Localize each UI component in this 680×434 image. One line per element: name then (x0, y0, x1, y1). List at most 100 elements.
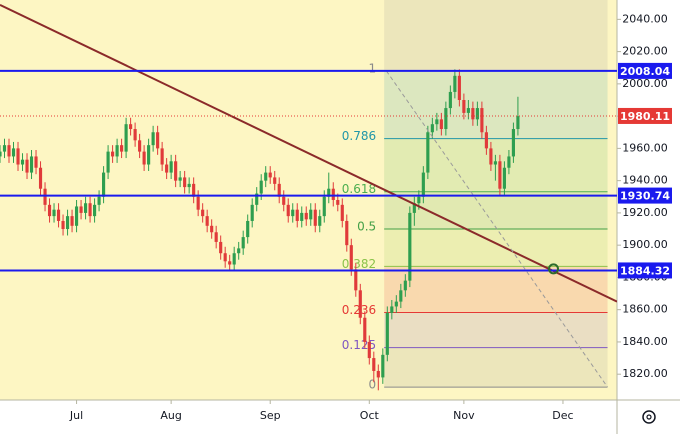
candle-body (417, 196, 421, 204)
candle-body (277, 183, 281, 197)
last-price-tag-bg (618, 107, 672, 124)
candle-body (349, 245, 353, 270)
fib-band (384, 347, 608, 388)
candle-body (300, 212, 304, 221)
candle-body (65, 216, 70, 230)
fib-band (384, 191, 608, 230)
candle-body (79, 206, 83, 213)
candle-body (16, 148, 20, 165)
candle-body (106, 151, 110, 173)
y-tick-label: 2040.00 (622, 12, 668, 25)
candle-body (403, 280, 407, 291)
plot-background (0, 0, 617, 400)
candle-body (111, 151, 115, 157)
candle-body (210, 225, 214, 233)
candle-body (187, 183, 191, 188)
candle-body (196, 196, 200, 210)
projection-line (386, 70, 608, 388)
candle-body (223, 253, 227, 262)
candle-body (228, 261, 232, 265)
candle-body (367, 341, 371, 359)
candle-body (286, 204, 290, 217)
candle-body (268, 172, 272, 178)
candle-body (74, 206, 79, 226)
y-tick-label: 1820.00 (622, 367, 668, 380)
y-tick-label: 1840.00 (622, 335, 668, 348)
candle-body (205, 216, 209, 226)
candle-body (475, 108, 479, 120)
candle-body (20, 159, 25, 165)
fib-band (384, 229, 608, 267)
last-price-tag: 1980.11 (620, 110, 670, 123)
candle-body (11, 148, 16, 157)
candle-body (408, 212, 412, 281)
gear-icon-center[interactable] (646, 414, 652, 420)
candle-body (34, 156, 38, 168)
candle-body (2, 145, 7, 152)
candle-body (138, 140, 142, 152)
candle-body (484, 132, 488, 149)
candle-body (309, 209, 313, 220)
candle-body (489, 148, 493, 165)
candle-body (160, 148, 164, 165)
y-tick-label: 1920.00 (622, 206, 668, 219)
candle-body (47, 204, 52, 217)
candle-body (412, 203, 416, 213)
fib-upper-zone (384, 0, 608, 71)
candle-body (439, 119, 443, 130)
intersection-marker (547, 263, 559, 275)
candle-body (354, 269, 358, 291)
settings-button[interactable] (642, 410, 656, 424)
candle-body (462, 100, 466, 113)
candle-body (43, 188, 47, 205)
fib-level-label: 0.786 (342, 129, 376, 143)
candle-body (61, 220, 65, 230)
candle-body (480, 108, 484, 133)
candle-body (25, 159, 29, 173)
candle-body (282, 196, 286, 205)
candle-body (457, 75, 461, 100)
candle-body (250, 204, 254, 221)
fib-band (384, 70, 608, 139)
candle-body (56, 209, 61, 221)
candle-body (124, 124, 128, 152)
candle-body (498, 161, 502, 189)
candle-body (471, 108, 475, 120)
candle-body (115, 145, 119, 157)
candle-body (38, 167, 43, 189)
candle-body (511, 129, 515, 157)
candle-body (502, 167, 506, 189)
candle-body (192, 183, 196, 197)
candle-body (448, 91, 452, 109)
candle-body (394, 301, 398, 307)
level-tag: 2008.04 (620, 65, 670, 78)
candle-body (97, 196, 101, 205)
candle-body (133, 129, 137, 141)
candle-body (358, 290, 362, 318)
candle-body (304, 212, 308, 220)
level-tag-bg (618, 187, 672, 204)
x-tick-label: Jul (69, 409, 83, 422)
candle-body (430, 124, 434, 133)
candle-body (88, 203, 92, 217)
x-tick-label: Dec (552, 409, 573, 422)
candle-body (255, 193, 259, 205)
candle-body (426, 132, 430, 173)
gear-icon[interactable] (642, 410, 656, 424)
candle-body (169, 161, 173, 173)
candle-body (0, 151, 2, 157)
y-tick-label: 1940.00 (622, 174, 668, 187)
candle-body (232, 253, 236, 265)
candle-body (390, 306, 394, 313)
x-tick-label: Nov (453, 409, 475, 422)
level-tag-bg (618, 262, 672, 279)
candle-body (295, 209, 299, 221)
candle-body (183, 177, 187, 188)
candle-body (52, 209, 56, 217)
candle-body (345, 220, 349, 246)
fib-level-label: 0.382 (342, 257, 376, 271)
candle-body (381, 354, 385, 378)
candle-body (466, 108, 470, 113)
candle-body (385, 312, 389, 355)
